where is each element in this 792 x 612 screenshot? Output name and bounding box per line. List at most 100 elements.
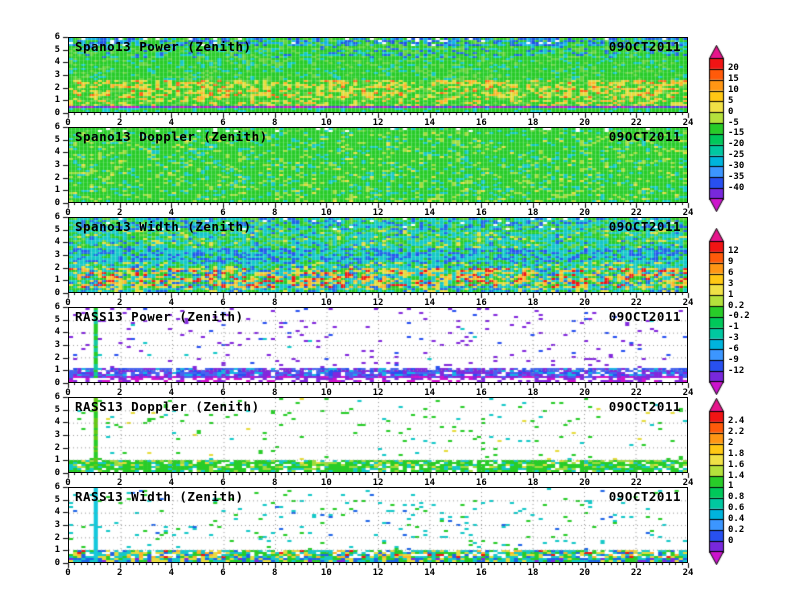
x-tick-label: 6 — [220, 298, 226, 308]
x-tick-label: 0 — [65, 118, 71, 128]
x-tick-label: 2 — [116, 478, 123, 488]
panel-rass13-doppler: RASS13 Doppler (Zenith) 09OCT2011 — [68, 397, 688, 473]
colorbar-tick-label: 0.6 — [728, 503, 745, 514]
colorbar-tick-label: -15 — [728, 128, 745, 139]
x-tick-label: 12 — [372, 118, 384, 128]
x-tick-label: 22 — [630, 568, 642, 578]
panel-title: RASS13 Power (Zenith) — [75, 309, 244, 324]
x-tick-label: 4 — [168, 388, 175, 398]
y-tick-label: 5 — [54, 44, 60, 55]
colorbar-tick-label: 10 — [728, 85, 739, 96]
y-tick-label: 5 — [54, 314, 60, 325]
y-tick-label: 0 — [54, 468, 60, 478]
colorbar-tick-label: -6 — [728, 343, 739, 354]
y-tick-label: 3 — [54, 520, 60, 530]
y-tick-label: 6 — [54, 212, 60, 222]
colorbar-tick-label: -1 — [728, 322, 739, 333]
heatmap-spano13-width — [69, 218, 687, 292]
panel-title: Spano13 Width (Zenith) — [75, 219, 252, 234]
y-tick-label: 5 — [54, 494, 60, 505]
colorbar-tick-label: 1.4 — [728, 470, 745, 481]
x-tick-label: 24 — [682, 208, 694, 218]
y-tick-label: 1 — [54, 545, 60, 556]
x-tick-label: 20 — [579, 568, 591, 578]
colorbar-tick-label: 12 — [728, 246, 739, 257]
x-tick-label: 0 — [65, 388, 71, 398]
y-tick-label: 5 — [54, 404, 60, 415]
colorbar-tick-label: 1.8 — [728, 448, 745, 459]
y-tick-label: 0 — [54, 198, 60, 208]
colorbar-tick-label: -20 — [728, 139, 745, 150]
x-tick-label: 22 — [630, 298, 642, 308]
x-tick-label: 8 — [271, 568, 278, 578]
x-tick-label: 6 — [220, 388, 226, 398]
colorbar-gradient — [707, 228, 726, 395]
x-tick-label: 2 — [116, 298, 123, 308]
y-tick-label: 5 — [54, 224, 60, 235]
y-tick-label: 4 — [54, 57, 60, 68]
x-tick-label: 18 — [527, 208, 539, 218]
colorbar-tick-label: 0 — [728, 106, 734, 117]
x-tick-label: 0 — [65, 478, 71, 488]
x-tick-label: 0 — [65, 568, 71, 578]
x-tick-label: 8 — [271, 118, 278, 128]
x-tick-label: 14 — [424, 298, 436, 308]
heatmap-rass13-width — [69, 488, 687, 562]
colorbar-tick-label: -5 — [728, 117, 739, 128]
x-tick-label: 10 — [320, 388, 332, 398]
colorbar-tick-label: -40 — [728, 182, 745, 193]
x-tick-label: 12 — [372, 298, 384, 308]
colorbar-rass-scale: 2.4 2.2 2 1.8 1.6 1.4 1 0.8 0.6 0.4 0.2 0 — [707, 398, 752, 565]
heatmap-rass13-power — [69, 308, 687, 382]
colorbar-tick-label: 2.4 — [728, 416, 745, 427]
colorbar-tick-label: 2 — [728, 438, 734, 449]
x-tick-label: 24 — [682, 478, 694, 488]
colorbar-tick-label: 0.2 — [728, 300, 745, 311]
x-tick-label: 14 — [424, 118, 436, 128]
x-tick-label: 16 — [475, 298, 487, 308]
x-tick-label: 22 — [630, 388, 642, 398]
y-tick-label: 3 — [54, 160, 60, 170]
x-tick-label: 14 — [424, 478, 436, 488]
date-label: 09OCT2011 — [608, 129, 681, 144]
y-tick-label: 5 — [54, 134, 60, 145]
x-tick-label: 8 — [271, 298, 278, 308]
y-tick-label: 1 — [54, 185, 60, 196]
x-tick-label: 4 — [168, 568, 175, 578]
y-tick-label: 3 — [54, 430, 60, 440]
colorbar-tick-label: 0 — [728, 535, 734, 546]
x-tick-label: 10 — [320, 298, 332, 308]
colorbar-tick-label: 0.4 — [728, 513, 745, 524]
colorbar-tick-label: -25 — [728, 150, 745, 161]
x-tick-label: 24 — [682, 118, 694, 128]
y-tick-label: 6 — [54, 122, 60, 132]
panel-title: Spano13 Doppler (Zenith) — [75, 129, 268, 144]
colorbar-tick-label: 9 — [728, 257, 734, 268]
y-tick-label: 1 — [54, 365, 60, 376]
y-tick-label: 6 — [54, 392, 60, 402]
colorbar-tick-label: -9 — [728, 354, 739, 365]
x-tick-label: 20 — [579, 118, 591, 128]
x-tick-label: 8 — [271, 208, 278, 218]
heatmap-spano13-doppler — [69, 128, 687, 202]
x-tick-label: 2 — [116, 388, 123, 398]
colorbar-tick-label: 1.6 — [728, 459, 745, 470]
x-tick-label: 4 — [168, 298, 175, 308]
x-tick-label: 2 — [116, 208, 123, 218]
colorbar-tick-label: -12 — [728, 365, 745, 376]
colorbar-gradient — [707, 398, 726, 565]
y-tick-label: 2 — [54, 262, 60, 273]
colorbar-doppler-width-scale: 12 9 6 3 1 0.2 -0.2 -1 -3 -6 -9 -12 — [707, 228, 752, 395]
x-tick-label: 2 — [116, 118, 123, 128]
x-tick-label: 16 — [475, 478, 487, 488]
date-label: 09OCT2011 — [608, 39, 681, 54]
y-tick-label: 2 — [54, 532, 60, 543]
panel-rass13-power: RASS13 Power (Zenith) 09OCT2011 — [68, 307, 688, 383]
colorbar-tick-label: 1 — [728, 481, 734, 492]
x-tick-label: 8 — [271, 388, 278, 398]
y-tick-label: 3 — [54, 250, 60, 260]
x-tick-label: 20 — [579, 208, 591, 218]
x-tick-label: 10 — [320, 478, 332, 488]
x-tick-label: 18 — [527, 298, 539, 308]
panel-spano13-width: Spano13 Width (Zenith) 09OCT2011 — [68, 217, 688, 293]
